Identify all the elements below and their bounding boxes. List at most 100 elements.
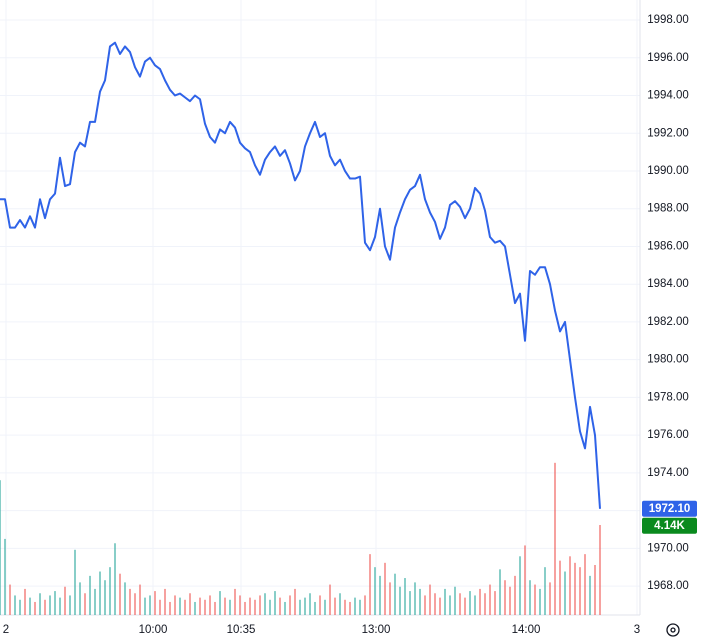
volume-bar [29,597,31,615]
volume-bar [309,593,311,615]
y-tick-label: 1988.00 [647,203,689,215]
volume-bar [519,556,521,615]
volume-bar [294,588,296,615]
y-tick-label: 1990.00 [647,165,689,177]
volume-bar [99,571,101,615]
volume-bar [379,575,381,615]
y-tick-label: 1998.00 [647,14,689,26]
y-tick-label: 1968.00 [647,580,689,592]
volume-bar [439,597,441,615]
volume-bar [324,599,326,615]
volume-bar [484,593,486,615]
volume-bar [569,556,571,615]
volume-bar [154,591,156,615]
volume-bar [34,601,36,615]
volume-bar [64,586,66,615]
x-tick-label: 14:00 [512,624,541,636]
volume-bar [489,584,491,615]
volume-bar [549,582,551,615]
settings-icon[interactable] [666,623,680,637]
volume-bar [189,593,191,615]
price-tag-label: 1972.10 [649,503,691,515]
y-tick-label: 1982.00 [647,316,689,328]
volume-bar [574,562,576,615]
volume-bar [539,588,541,615]
volume-bar [334,597,336,615]
volume-bar [594,565,596,615]
volume-bar [24,588,26,615]
volume-bar [239,595,241,615]
volume-bar [454,586,456,615]
x-tick-label: 10:35 [227,624,256,636]
volume-bar [319,595,321,615]
volume-bar [254,599,256,615]
volume-bar [584,554,586,615]
volume-bar [354,597,356,615]
volume-bar [314,601,316,615]
volume-bar [199,597,201,615]
volume-bar [509,586,511,615]
volume-bar [404,578,406,615]
volume-bar [39,593,41,615]
volume-bar [109,567,111,615]
volume-bar [564,571,566,615]
volume-bar [124,582,126,615]
volume-bar [434,593,436,615]
volume-bar [289,595,291,615]
x-tick-label: 13:00 [362,624,391,636]
volume-bar [194,601,196,615]
volume-bar [364,595,366,615]
volume-bar [214,601,216,615]
x-tick-label: 2 [3,624,9,636]
volume-bar [179,597,181,615]
volume-bar [224,597,226,615]
volume-bar [424,595,426,615]
volume-bar [209,595,211,615]
volume-bar [9,584,11,615]
volume-bar [244,601,246,615]
volume-bar [444,588,446,615]
volume-bar [494,591,496,615]
volume-tag-label: 4.14K [654,520,685,532]
volume-bar [599,525,601,615]
volume-bar [384,562,386,615]
volume-bar [369,554,371,615]
volume-bar [279,597,281,615]
volume-bar [14,595,16,615]
volume-bar [94,588,96,615]
price-line [0,41,601,509]
volume-bar [54,591,56,615]
volume-bar [409,591,411,615]
y-tick-label: 1974.00 [647,467,689,479]
gear-center [670,627,676,633]
grid [0,0,640,615]
volume-bar [474,595,476,615]
volume-bar [479,588,481,615]
volume-bar [129,588,131,615]
volume-bar [389,582,391,615]
volume-bar [229,599,231,615]
volume-bar [184,599,186,615]
volume-bar [419,588,421,615]
volume-bar [544,567,546,615]
volume-bar [304,597,306,615]
volume-bar [44,599,46,615]
volume-bar [84,593,86,615]
volume-bar [79,582,81,615]
y-tick-label: 1996.00 [647,52,689,64]
volume-bar [414,582,416,615]
price-tag [642,500,697,517]
volume-bar [164,588,166,615]
volume-bar [149,595,151,615]
volume-bar [19,599,21,615]
y-tick-label: 1984.00 [647,278,689,290]
volume-bar [4,538,6,615]
volume-bar [299,599,301,615]
volume-bar [169,601,171,615]
volume-bar [269,599,271,615]
volume-bar [554,462,556,615]
gear-ring [666,623,680,637]
volume-bar [449,595,451,615]
